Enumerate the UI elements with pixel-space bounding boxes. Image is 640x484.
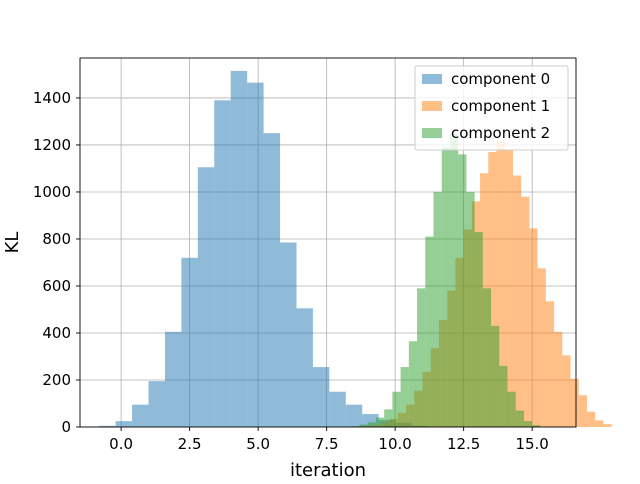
histogram-bar-component-2 xyxy=(466,191,475,427)
histogram-bar-component-2 xyxy=(425,236,434,427)
histogram-bar-component-2 xyxy=(532,425,541,427)
histogram-bar-component-2 xyxy=(400,367,409,427)
histogram-bar-component-0 xyxy=(263,133,281,427)
histogram-bar-component-0 xyxy=(115,421,133,427)
histogram-bar-component-1 xyxy=(578,395,587,427)
y-tick-label: 1400 xyxy=(33,89,71,107)
histogram-bar-component-2 xyxy=(392,391,401,427)
histogram-bar-component-0 xyxy=(345,404,363,427)
x-tick-label: 2.5 xyxy=(178,435,202,453)
legend: component 0 component 1 component 2 xyxy=(414,65,569,151)
histogram-bar-component-0 xyxy=(312,367,330,427)
x-tick-label: 10.0 xyxy=(378,435,411,453)
ticks-layer: 0.0 2.5 5.0 7.5 10.0 12.5 15.0 0 200 400 600 800 100… xyxy=(33,89,549,453)
histogram-bar-component-2 xyxy=(408,341,418,427)
histogram-bar-component-1 xyxy=(488,152,497,427)
histogram-bar-component-1 xyxy=(603,424,612,427)
histogram-bar-component-2 xyxy=(359,424,368,427)
histogram-bar-component-1 xyxy=(586,411,596,427)
histogram-bar-component-0 xyxy=(132,404,149,427)
histogram-bar-component-0 xyxy=(164,331,182,427)
histogram-bar-component-2 xyxy=(417,288,426,427)
histogram-bar-component-0 xyxy=(247,82,264,427)
histogram-bar-component-1 xyxy=(496,141,505,427)
y-tick-label: 600 xyxy=(42,277,71,295)
histogram-bar-component-0 xyxy=(148,381,165,427)
histogram-bar-component-1 xyxy=(570,378,579,427)
histogram-bar-component-0 xyxy=(99,425,116,427)
y-tick-label: 1200 xyxy=(33,136,71,154)
histogram-bar-component-1 xyxy=(554,331,563,427)
histogram-bar-component-1 xyxy=(537,268,546,427)
legend-label-component-2: component 2 xyxy=(451,124,550,142)
histogram-bar-component-2 xyxy=(384,409,393,427)
histogram-bar-component-2 xyxy=(458,154,467,428)
y-axis-label: KL xyxy=(2,232,23,254)
plot-frame xyxy=(79,57,577,428)
x-tick-label: 5.0 xyxy=(246,435,270,453)
histogram-bar-component-1 xyxy=(545,301,555,427)
histogram-bar-component-1 xyxy=(504,149,513,427)
histogram-bar-component-1 xyxy=(562,355,571,427)
y-tick-label: 1000 xyxy=(33,183,71,201)
x-axis-label: iteration xyxy=(290,460,366,480)
histogram-bar-component-2 xyxy=(499,365,508,427)
y-tick-label: 200 xyxy=(42,371,71,389)
y-tick-label: 400 xyxy=(42,324,71,342)
histogram-bar-component-1 xyxy=(595,420,604,427)
y-tick-label: 800 xyxy=(42,230,71,248)
histogram-bar-component-1 xyxy=(521,196,530,427)
histogram-bar-component-0 xyxy=(296,308,313,427)
legend-swatch-component-2 xyxy=(422,128,442,138)
x-tick-label: 12.5 xyxy=(447,435,480,453)
histogram-bar-component-0 xyxy=(280,242,297,427)
histogram-bar-component-0 xyxy=(197,167,215,428)
histogram-bar-component-2 xyxy=(482,288,492,427)
histogram-bar-component-2 xyxy=(367,422,376,427)
x-tick-label: 7.5 xyxy=(315,435,339,453)
histogram-bar-component-0 xyxy=(329,391,346,427)
histogram-bar-component-2 xyxy=(515,410,524,427)
legend-label-component-0: component 0 xyxy=(451,70,550,88)
legend-box xyxy=(414,65,569,151)
histogram-bar-component-2 xyxy=(474,231,483,427)
histogram-bar-component-1 xyxy=(512,175,522,427)
histogram-bar-component-2 xyxy=(449,133,459,427)
histogram-bar-component-2 xyxy=(375,417,385,427)
histogram-bar-component-0 xyxy=(214,100,231,428)
x-tick-label: 15.0 xyxy=(515,435,548,453)
legend-label-component-1: component 1 xyxy=(451,97,550,115)
histogram-bar-component-2 xyxy=(491,325,500,427)
x-tick-label: 0.0 xyxy=(109,435,133,453)
histogram-bar-component-1 xyxy=(529,228,538,427)
bars-layer xyxy=(99,70,612,428)
y-tick-label: 0 xyxy=(61,418,71,436)
histogram-bar-component-0 xyxy=(181,257,198,427)
histogram-bar-component-2 xyxy=(441,147,450,427)
histogram-bar-component-2 xyxy=(523,421,533,427)
histogram-bar-component-0 xyxy=(230,70,248,427)
legend-swatch-component-0 xyxy=(422,74,442,84)
histogram-bar-component-2 xyxy=(433,191,442,427)
legend-swatch-component-1 xyxy=(422,101,442,111)
histogram-bar-component-2 xyxy=(507,391,516,427)
